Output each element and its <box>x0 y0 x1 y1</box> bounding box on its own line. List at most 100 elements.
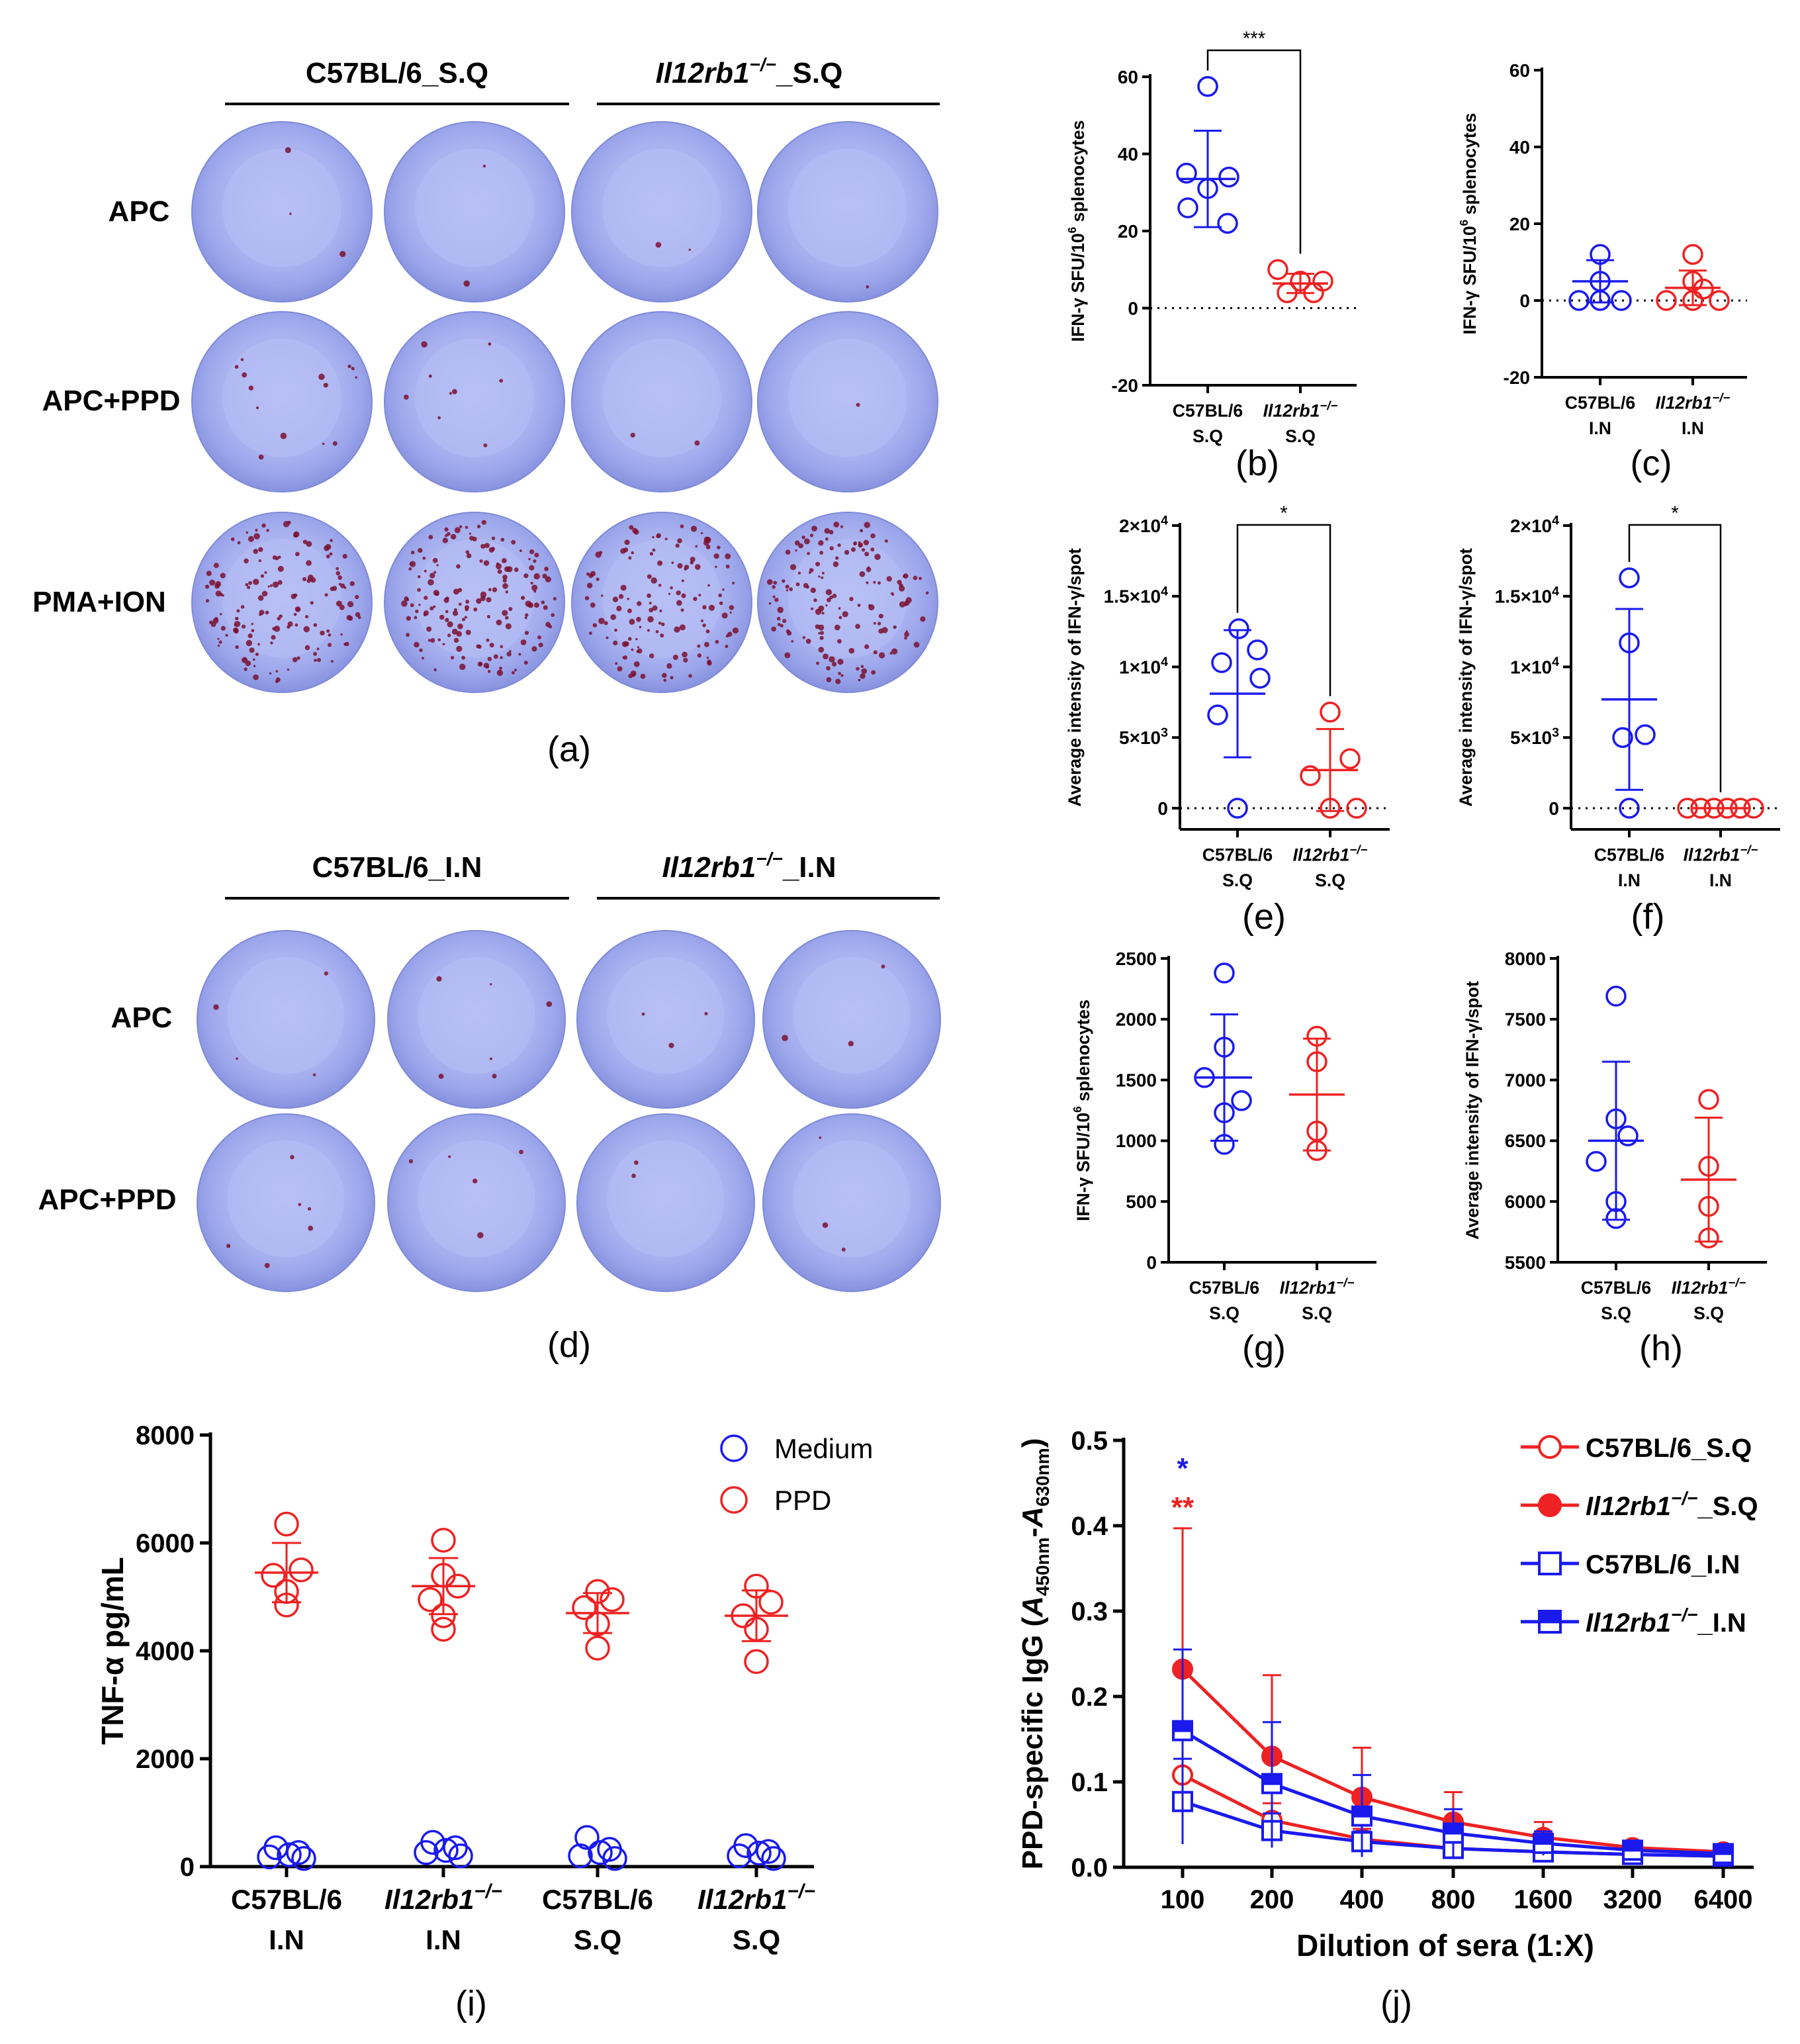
elispot-spot <box>725 634 729 638</box>
elispot-spot <box>275 677 281 682</box>
elispot-spot <box>904 602 908 606</box>
elispot-spot <box>703 536 711 543</box>
elispot-spot <box>810 587 816 593</box>
y-tick-label: 0 <box>1519 291 1530 311</box>
elispot-spot <box>777 623 781 627</box>
data-point <box>1619 567 1640 588</box>
elispot-spot <box>320 630 325 636</box>
elispot-spot <box>442 537 449 543</box>
elispot-spot <box>342 553 347 559</box>
elispot-spot <box>302 577 307 582</box>
elispot-spot <box>857 604 861 607</box>
x-tick-label: C57BL/6 <box>542 1884 653 1915</box>
panel-a-caption: (a) <box>547 729 591 769</box>
elispot-spot <box>821 571 825 575</box>
elispot-spot <box>655 242 662 248</box>
elispot-spot <box>273 626 281 632</box>
elispot-spot <box>821 576 824 579</box>
elispot-spot <box>826 598 831 602</box>
series-blue <box>1194 962 1252 1155</box>
elispot-spot <box>272 627 276 631</box>
legend-marker-medium <box>720 1434 748 1462</box>
x-tick-label-line2: I.N <box>1682 418 1704 438</box>
elispot-spot <box>818 647 825 653</box>
elispot-spot <box>459 663 466 671</box>
elispot-spot <box>220 612 222 616</box>
elispot-spot <box>615 662 618 665</box>
elispot-spot <box>613 640 618 646</box>
elispot-spot <box>874 553 881 561</box>
elispot-spot <box>835 678 841 684</box>
panel-g-caption: (g) <box>1242 1328 1286 1368</box>
elispot-spot <box>620 584 627 591</box>
elispot-spot <box>649 608 654 613</box>
elispot-spot <box>533 573 540 580</box>
elispot-spot <box>272 581 279 588</box>
data-point <box>1214 962 1235 984</box>
elispot-spot <box>786 630 792 636</box>
elispot-d-wells <box>197 930 941 1292</box>
elispot-spot <box>230 537 235 541</box>
elispot-spot <box>551 613 555 618</box>
elispot-spot <box>647 616 654 623</box>
elispot-spot <box>428 535 433 539</box>
elispot-spot <box>421 341 428 348</box>
legend-label: C57BL/6_I.N <box>1586 1550 1740 1579</box>
elispot-spot <box>240 358 244 361</box>
elispot-spot <box>304 615 309 619</box>
elispot-spot <box>541 600 545 604</box>
data-point <box>1339 748 1361 770</box>
elispot-spot <box>502 582 508 589</box>
elispot-spot <box>234 621 241 627</box>
data-point <box>574 1825 600 1850</box>
data-point <box>1635 724 1656 745</box>
y-tick-label: 60 <box>1118 67 1138 87</box>
elispot-spot <box>913 641 920 648</box>
elispot-spot <box>531 584 538 591</box>
elispot-spot <box>925 591 929 595</box>
data-point <box>1176 162 1197 184</box>
elispot-spot <box>588 631 592 635</box>
elispot-spot <box>519 549 522 553</box>
elispot-spot <box>529 565 535 571</box>
elispot-spot <box>313 623 318 627</box>
elispot-spot <box>866 581 869 584</box>
elispot-spot <box>347 364 351 369</box>
data-point <box>761 1846 786 1871</box>
elispot-spot <box>632 528 638 534</box>
elispot-spot <box>713 553 719 559</box>
elispot-spot <box>721 612 728 619</box>
elispot-spot <box>454 527 461 534</box>
elispot-spot <box>220 573 226 579</box>
elispot-spot <box>848 1041 854 1046</box>
elispot-spot <box>344 641 349 647</box>
elispot-spot <box>465 607 469 612</box>
elispot-spot <box>841 1247 846 1252</box>
series-red <box>1289 1025 1345 1161</box>
series-blue <box>1586 986 1644 1229</box>
series-red <box>1681 1089 1736 1249</box>
elispot-spot <box>509 649 512 653</box>
elispot-spot <box>493 654 498 659</box>
elispot-spot <box>676 590 681 596</box>
elispot-spot <box>877 622 881 626</box>
elispot-spot <box>637 646 640 649</box>
data-point <box>758 1589 784 1615</box>
elispot-spot <box>586 572 590 576</box>
elispot-spot <box>596 577 600 581</box>
elispot-spot <box>433 668 437 672</box>
elispot-spot <box>789 587 793 592</box>
elispot-spot <box>430 638 435 643</box>
data-point <box>431 1528 456 1553</box>
elispot-spot <box>303 626 310 633</box>
elispot-spot <box>878 581 881 585</box>
y-tick-label: 0.0 <box>1071 1853 1108 1882</box>
elispot-spot <box>404 395 409 400</box>
elispot-spot <box>860 529 864 533</box>
elispot-spot <box>463 280 470 287</box>
elispot-spot <box>355 376 357 379</box>
elispot-spot <box>489 1057 492 1060</box>
panel-j-caption: (j) <box>1380 1984 1412 2023</box>
elispot-spot <box>821 612 825 615</box>
data-point <box>1619 798 1640 819</box>
